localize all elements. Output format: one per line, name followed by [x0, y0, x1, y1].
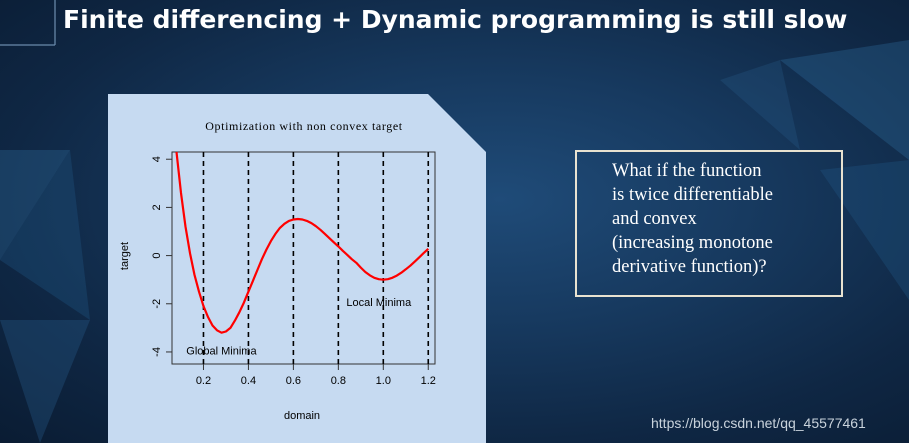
- x-axis-label: domain: [284, 410, 320, 422]
- series-line: [175, 151, 430, 334]
- annotation-label: Local Minima: [346, 297, 412, 309]
- callout-line: What if the function: [612, 161, 762, 181]
- chart-background: [108, 94, 486, 443]
- y-tick-label: 0: [151, 253, 163, 259]
- callout-line: derivative function)?: [612, 257, 767, 277]
- y-tick-label: -4: [151, 347, 163, 357]
- x-tick-label: 1.0: [376, 375, 391, 387]
- y-tick-label: -2: [151, 299, 163, 309]
- y-axis-label: target: [119, 242, 131, 270]
- y-tick-label: 4: [151, 156, 163, 162]
- callout-line: is twice differentiable: [612, 185, 773, 205]
- x-tick-label: 0.8: [331, 375, 346, 387]
- watermark: https://blog.csdn.net/qq_45577461: [651, 415, 866, 431]
- callout-line: and convex: [612, 209, 697, 229]
- plot-frame: [171, 151, 436, 365]
- callout-box: What if the function is twice differenti…: [575, 150, 843, 297]
- slide-title: Finite differencing + Dynamic programmin…: [63, 5, 848, 34]
- x-tick-label: 0.6: [286, 375, 301, 387]
- x-tick-label: 1.2: [421, 375, 436, 387]
- callout-line: (increasing monotone: [612, 233, 773, 253]
- y-axis-ticks: -4 -2 0 2 4: [151, 156, 172, 357]
- x-tick-label: 0.4: [241, 375, 256, 387]
- y-tick-label: 2: [151, 204, 163, 210]
- chart-card: Optimization with non convex target targ…: [108, 94, 486, 443]
- x-axis-ticks: 0.2 0.4 0.6 0.8 1.0 1.2: [196, 364, 436, 387]
- annotation-label: Global Minima: [186, 345, 257, 357]
- chart-title: Optimization with non convex target: [205, 119, 402, 133]
- annotations: Global Minima Local Minima: [186, 297, 412, 357]
- x-tick-label: 0.2: [196, 375, 211, 387]
- chart: Optimization with non convex target targ…: [108, 94, 486, 443]
